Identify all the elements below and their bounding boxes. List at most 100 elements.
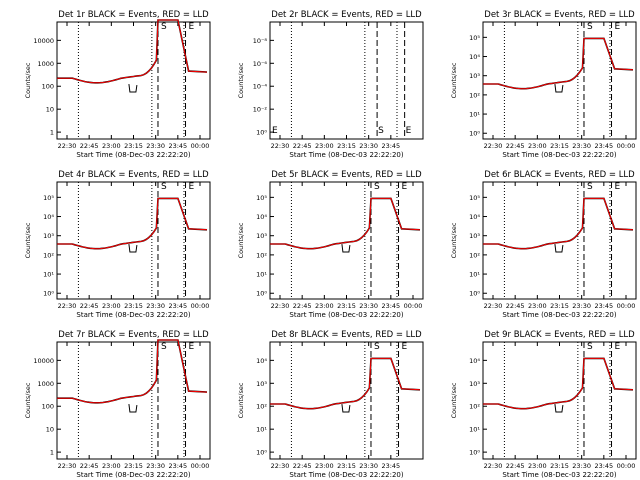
y-axis-label: Counts/sec (24, 382, 32, 418)
events-series-line (483, 197, 634, 250)
y-tick-label: 10⁴ (43, 213, 54, 221)
y-tick-label: 10¹ (256, 426, 267, 434)
start-marker: S (161, 342, 167, 352)
y-tick-label: 10⁻⁸ (253, 37, 268, 45)
x-tick-label: 23:15 (124, 462, 143, 470)
y-tick-label: 10¹ (469, 426, 480, 434)
x-tick-label: 23:30 (572, 142, 591, 150)
y-tick-label: 10² (469, 403, 480, 411)
plot-frame (269, 341, 424, 460)
lld-series-line (57, 339, 208, 404)
y-tick-label: 100 (42, 403, 54, 411)
panel-det-7: Det 7r BLACK = Events, RED = LLD 1 10 100 10… (24, 330, 211, 479)
y-tick-label: 10⁵ (469, 194, 480, 202)
x-axis-label: Start Time (08-Dec-03 22:22:20) (289, 471, 403, 479)
events-gap-notch (128, 83, 138, 93)
y-tick-label: 10² (43, 251, 54, 259)
panel-det-3: Det 3r BLACK = Events, RED = LLD 10⁰ 10¹ 10… (450, 10, 637, 159)
x-tick-label: 23:30 (359, 142, 378, 150)
x-tick-label: 22:30 (58, 302, 77, 310)
y-axis-label: Counts/sec (450, 222, 458, 258)
x-axis-label: Start Time (08-Dec-03 22:22:20) (76, 471, 190, 479)
y-tick-label: 10⁵ (43, 194, 54, 202)
x-tick-label: 23:45 (168, 142, 187, 150)
y-tick-label: 10³ (256, 232, 267, 240)
y-tick-label: 10² (256, 403, 267, 411)
x-tick-label: 23:00 (315, 302, 334, 310)
y-tick-label: 10⁴ (256, 213, 267, 221)
end-marker: E (189, 22, 195, 32)
panel-det-8: Det 8r BLACK = Events, RED = LLD 10⁰ 10¹ 10… (237, 330, 424, 479)
x-tick-label: 23:30 (146, 302, 165, 310)
panel-title: Det 2r BLACK = Events, RED = LLD (271, 10, 422, 20)
end-marker: E (189, 342, 195, 352)
y-tick-label: 10⁰ (256, 290, 267, 298)
x-tick-label: 23:15 (337, 302, 356, 310)
x-tick-label: 23:45 (594, 142, 613, 150)
start-marker: S (587, 22, 593, 32)
y-axis-label: Counts/sec (24, 62, 32, 98)
start-marker: S (587, 182, 593, 192)
y-tick-label: 10⁴ (469, 357, 480, 365)
end-marker: E (615, 22, 621, 32)
x-tick-label: 23:45 (168, 302, 187, 310)
events-series-line (270, 357, 421, 410)
y-tick-label: 10⁰ (256, 449, 267, 457)
panel-det-5: Det 5r BLACK = Events, RED = LLD 10⁰ 10¹ 10… (237, 170, 424, 319)
x-tick-label: 23:30 (146, 462, 165, 470)
y-tick-label: 10⁴ (469, 53, 480, 61)
x-axis-label: Start Time (08-Dec-03 22:22:20) (502, 311, 616, 319)
x-tick-label: 23:30 (572, 302, 591, 310)
y-tick-label: 1 (50, 449, 54, 457)
x-tick-label: 22:45 (293, 142, 312, 150)
y-tick-label: 1000 (37, 60, 54, 68)
start-marker: S (374, 342, 380, 352)
panel-det-4: Det 4r BLACK = Events, RED = LLD 10⁰ 10¹ 10… (24, 170, 211, 319)
y-tick-label: 10⁻⁴ (253, 83, 268, 91)
x-tick-label: 22:30 (58, 142, 77, 150)
x-tick-label: 22:45 (293, 462, 312, 470)
y-tick-label: 100 (42, 83, 54, 91)
events-series-line (483, 357, 634, 410)
x-tick-label: 22:45 (80, 462, 99, 470)
y-tick-label: 10⁵ (256, 194, 267, 202)
x-tick-label: 22:45 (80, 302, 99, 310)
x-tick-label: 23:45 (594, 462, 613, 470)
end-marker: E (615, 342, 621, 352)
y-tick-label: 10³ (469, 380, 480, 388)
x-tick-label: 22:30 (484, 302, 503, 310)
x-tick-label: 22:30 (271, 142, 290, 150)
y-tick-label: 10³ (256, 380, 267, 388)
end-marker: E (402, 182, 408, 192)
x-tick-label: 00:00 (617, 462, 636, 470)
start-marker: S (587, 342, 593, 352)
end-marker: E (402, 342, 408, 352)
x-tick-label: 23:30 (359, 302, 378, 310)
x-tick-label: 23:00 (315, 142, 334, 150)
x-axis-label: Start Time (08-Dec-03 22:22:20) (76, 311, 190, 319)
x-tick-label: 23:30 (572, 462, 591, 470)
x-tick-label: 23:00 (528, 302, 547, 310)
x-tick-label: 23:45 (381, 302, 400, 310)
y-axis-label: Counts/sec (237, 222, 245, 258)
x-axis-label: Start Time (08-Dec-03 22:22:20) (76, 151, 190, 159)
plot-frame (482, 181, 637, 300)
panel-title: Det 8r BLACK = Events, RED = LLD (271, 330, 422, 340)
x-tick-label: 00:00 (191, 142, 210, 150)
x-tick-label: 22:30 (484, 462, 503, 470)
y-axis-label: Counts/sec (24, 222, 32, 258)
panel-title: Det 1r BLACK = Events, RED = LLD (58, 10, 209, 20)
y-tick-label: 10¹ (43, 271, 54, 279)
y-tick-label: 10¹ (256, 271, 267, 279)
plot-frame (482, 341, 637, 460)
x-tick-label: 23:00 (102, 142, 121, 150)
panel-title: Det 3r BLACK = Events, RED = LLD (484, 10, 635, 20)
no-data-marker: E (272, 126, 278, 136)
events-gap-notch (554, 243, 564, 253)
x-tick-label: 22:45 (293, 302, 312, 310)
x-axis-label: Start Time (08-Dec-03 22:22:20) (502, 471, 616, 479)
y-axis-label: Counts/sec (450, 382, 458, 418)
x-tick-label: 23:30 (359, 462, 378, 470)
